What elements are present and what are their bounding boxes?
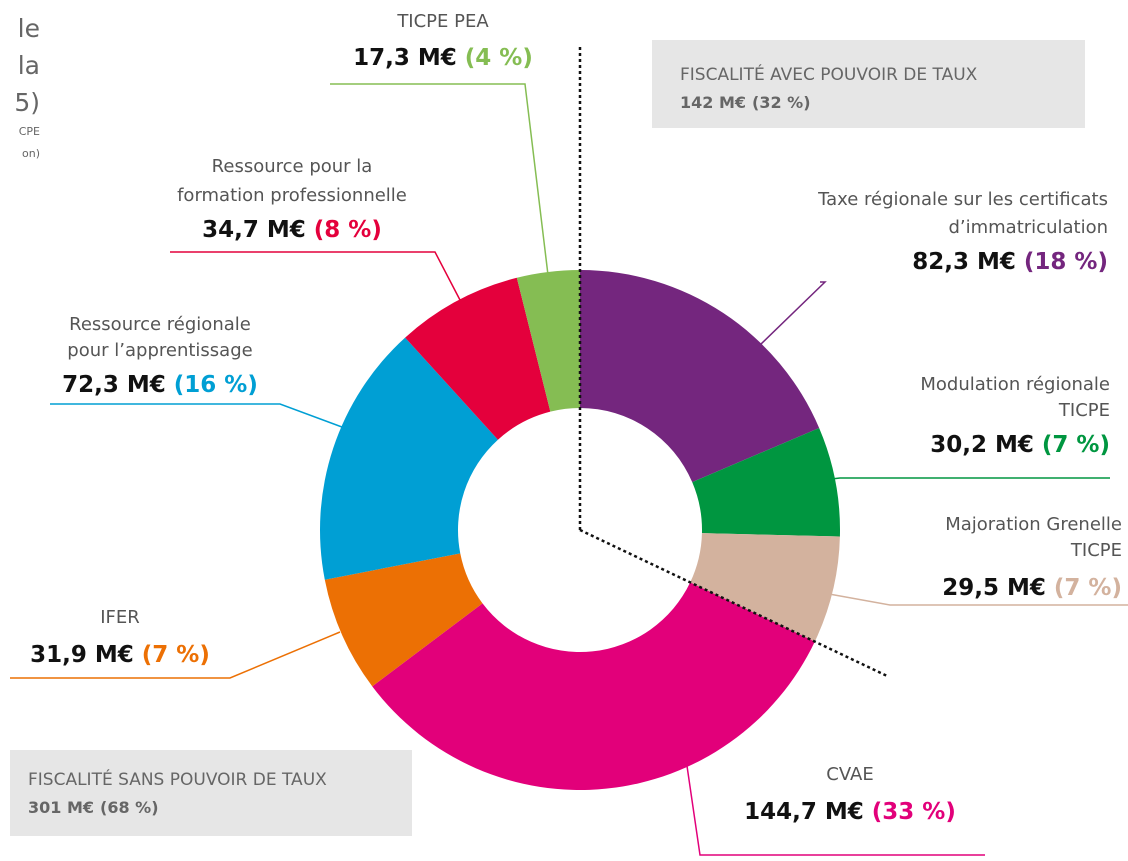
slice-name: CVAE (826, 764, 873, 785)
leader-line (759, 281, 827, 346)
group-percent-label: (32 %) (752, 93, 811, 112)
slice (320, 337, 498, 580)
slice-value: 72,3 M€ (16 %) (62, 372, 258, 398)
note-fragment: CPE (19, 125, 40, 138)
value-label: 17,3 M€ (353, 45, 457, 71)
slice-value: 30,2 M€ (7 %) (930, 432, 1110, 458)
group-title: FISCALITÉ SANS POUVOIR DE TAUX (28, 768, 327, 790)
percent-label: (4 %) (465, 45, 533, 71)
slice-name: d’immatriculation (948, 217, 1108, 238)
leader-line (170, 251, 461, 301)
value-label: 72,3 M€ (62, 372, 166, 398)
slice (516, 270, 580, 412)
leader-line (330, 83, 549, 276)
slice (690, 533, 840, 642)
leader-line (10, 631, 341, 679)
title-fragment: le (18, 14, 40, 43)
value-label: 29,5 M€ (942, 575, 1046, 601)
slice-name: Ressource pour la (212, 156, 373, 177)
percent-label: (7 %) (1054, 575, 1122, 601)
slice-name: formation professionnelle (177, 185, 407, 206)
group-value-label: 142 M€ (680, 93, 746, 112)
leader-line (817, 591, 1128, 606)
slice-name: TICPE (1058, 400, 1110, 421)
leader-line (679, 717, 985, 856)
value-label: 31,9 M€ (30, 642, 134, 668)
percent-label: (7 %) (1042, 432, 1110, 458)
slice-name: Majoration Grenelle (945, 514, 1122, 535)
slice-name: Taxe régionale sur les certificats (817, 189, 1108, 210)
slice-name: Modulation régionale (920, 374, 1110, 395)
value-label: 30,2 M€ (930, 432, 1034, 458)
group-value: 301 M€ (68 %) (28, 798, 159, 817)
slice (372, 582, 815, 790)
group-value-label: 301 M€ (28, 798, 94, 817)
leader-line (50, 403, 351, 431)
group-title: FISCALITÉ AVEC POUVOIR DE TAUX (680, 63, 978, 85)
value-label: 144,7 M€ (744, 799, 864, 825)
percent-label: (7 %) (142, 642, 210, 668)
group-value: 142 M€ (32 %) (680, 93, 811, 112)
title-fragment: la (18, 51, 40, 80)
note-fragment: on) (22, 147, 40, 160)
percent-label: (33 %) (872, 799, 956, 825)
slice (580, 270, 820, 483)
group-box (652, 40, 1085, 128)
value-label: 34,7 M€ (202, 217, 306, 243)
percent-label: (18 %) (1024, 249, 1108, 275)
value-label: 82,3 M€ (912, 249, 1016, 275)
group-percent-label: (68 %) (100, 798, 159, 817)
slice-name: pour l’apprentissage (67, 340, 252, 361)
slice (692, 427, 841, 537)
slice-value: 29,5 M€ (7 %) (942, 575, 1122, 601)
group-box (10, 750, 412, 836)
title-fragment: 5) (14, 88, 40, 117)
slice-value: 144,7 M€ (33 %) (744, 799, 956, 825)
percent-label: (8 %) (314, 217, 382, 243)
slice-value: 31,9 M€ (7 %) (30, 642, 210, 668)
slice (405, 277, 551, 440)
slice (324, 553, 483, 687)
slice-value: 17,3 M€ (4 %) (353, 45, 533, 71)
slice-name: Ressource régionale (69, 314, 251, 335)
leader-line (804, 477, 1110, 483)
slice-value: 82,3 M€ (18 %) (912, 249, 1108, 275)
slice-name: TICPE (1070, 540, 1122, 561)
slice-name: IFER (100, 607, 140, 628)
group-divider (579, 528, 888, 678)
slice-name: TICPE PEA (396, 11, 489, 32)
slice-value: 34,7 M€ (8 %) (202, 217, 382, 243)
percent-label: (16 %) (174, 372, 258, 398)
